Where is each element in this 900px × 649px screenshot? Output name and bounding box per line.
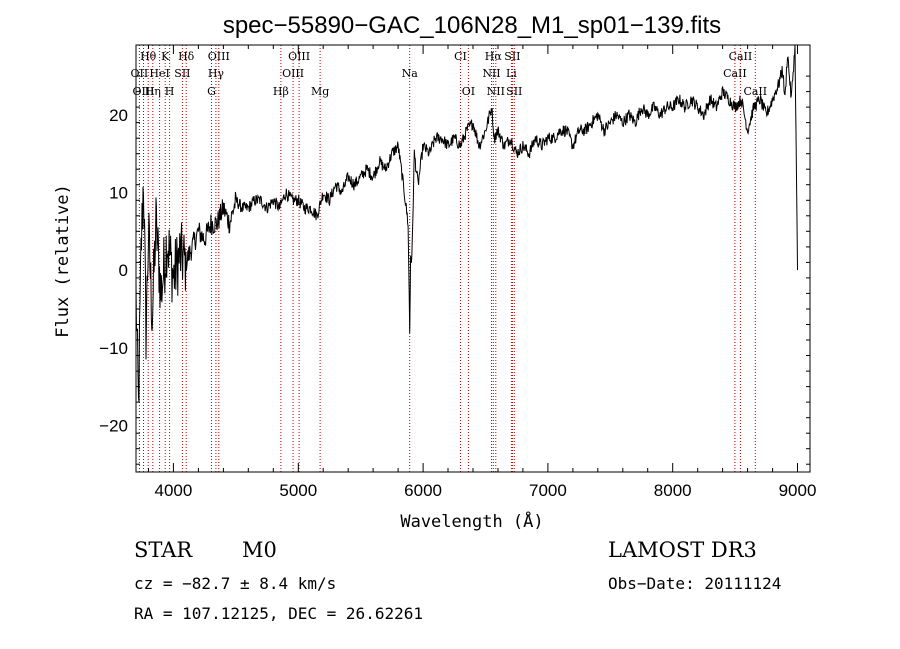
line-label: OIII	[208, 50, 230, 63]
line-label: CaII	[729, 50, 753, 63]
object-subclass: M0	[242, 538, 277, 562]
y-tick-label: 20	[109, 106, 128, 125]
x-axis-label: Wavelength (Å)	[400, 510, 543, 532]
x-tick-label: 4000	[154, 481, 192, 500]
y-tick-label: −20	[99, 416, 128, 435]
redshift-readout: cz = −82.7 ± 8.4 km/s	[134, 574, 337, 593]
line-label: NII	[482, 67, 500, 80]
y-tick-label: 0	[119, 261, 128, 280]
line-label: Hθ	[140, 50, 157, 63]
plot-frame	[135, 44, 811, 473]
observation-date: Obs−Date: 20111124	[608, 574, 782, 593]
line-label: CaII	[743, 85, 767, 98]
line-label: SII	[504, 50, 520, 63]
line-label: Hη	[145, 85, 161, 98]
y-tick-label: −10	[99, 339, 128, 358]
coordinates-readout: RA = 107.12125, DEC = 26.62261	[134, 604, 423, 623]
line-label: Mg	[311, 85, 329, 98]
line-label: G	[207, 85, 216, 98]
x-tick-label: 5000	[279, 481, 317, 500]
line-label: OII	[131, 67, 149, 80]
line-label: NII	[487, 85, 505, 98]
y-axis-ticks: −20 −10 0 10 20	[99, 75, 810, 465]
x-tick-label: 7000	[529, 481, 567, 500]
spectrum-line	[135, 44, 798, 402]
line-label: H	[165, 85, 175, 98]
line-label: Na	[402, 67, 419, 80]
x-tick-label: 6000	[404, 481, 442, 500]
line-label: SII	[174, 67, 190, 80]
line-label: Li	[506, 67, 517, 80]
line-label: K	[161, 50, 170, 63]
chart-title: spec−55890−GAC_106N28_M1_sp01−139.fits	[223, 12, 721, 39]
x-axis-ticks: 4000 5000 6000 7000 8000 9000	[148, 45, 817, 500]
survey-name: LAMOST DR3	[608, 538, 757, 562]
line-label: SII	[506, 85, 522, 98]
line-label: OIII	[282, 67, 304, 80]
line-label: HeI	[149, 67, 169, 80]
line-label: CaII	[723, 67, 747, 80]
line-label: Hδ	[178, 50, 195, 63]
line-label: Hγ	[208, 67, 225, 80]
x-tick-label: 9000	[779, 481, 817, 500]
x-tick-label: 8000	[654, 481, 692, 500]
line-label: OIII	[288, 50, 310, 63]
y-axis-label: Flux (relative)	[53, 184, 73, 338]
y-tick-label: 10	[109, 184, 128, 203]
line-label: Hα	[485, 50, 503, 63]
line-label: CI	[454, 50, 467, 63]
line-label: OI	[462, 85, 475, 98]
line-label: OIII	[132, 85, 154, 98]
object-class: STAR	[134, 538, 193, 562]
line-label: Hβ	[273, 85, 289, 98]
